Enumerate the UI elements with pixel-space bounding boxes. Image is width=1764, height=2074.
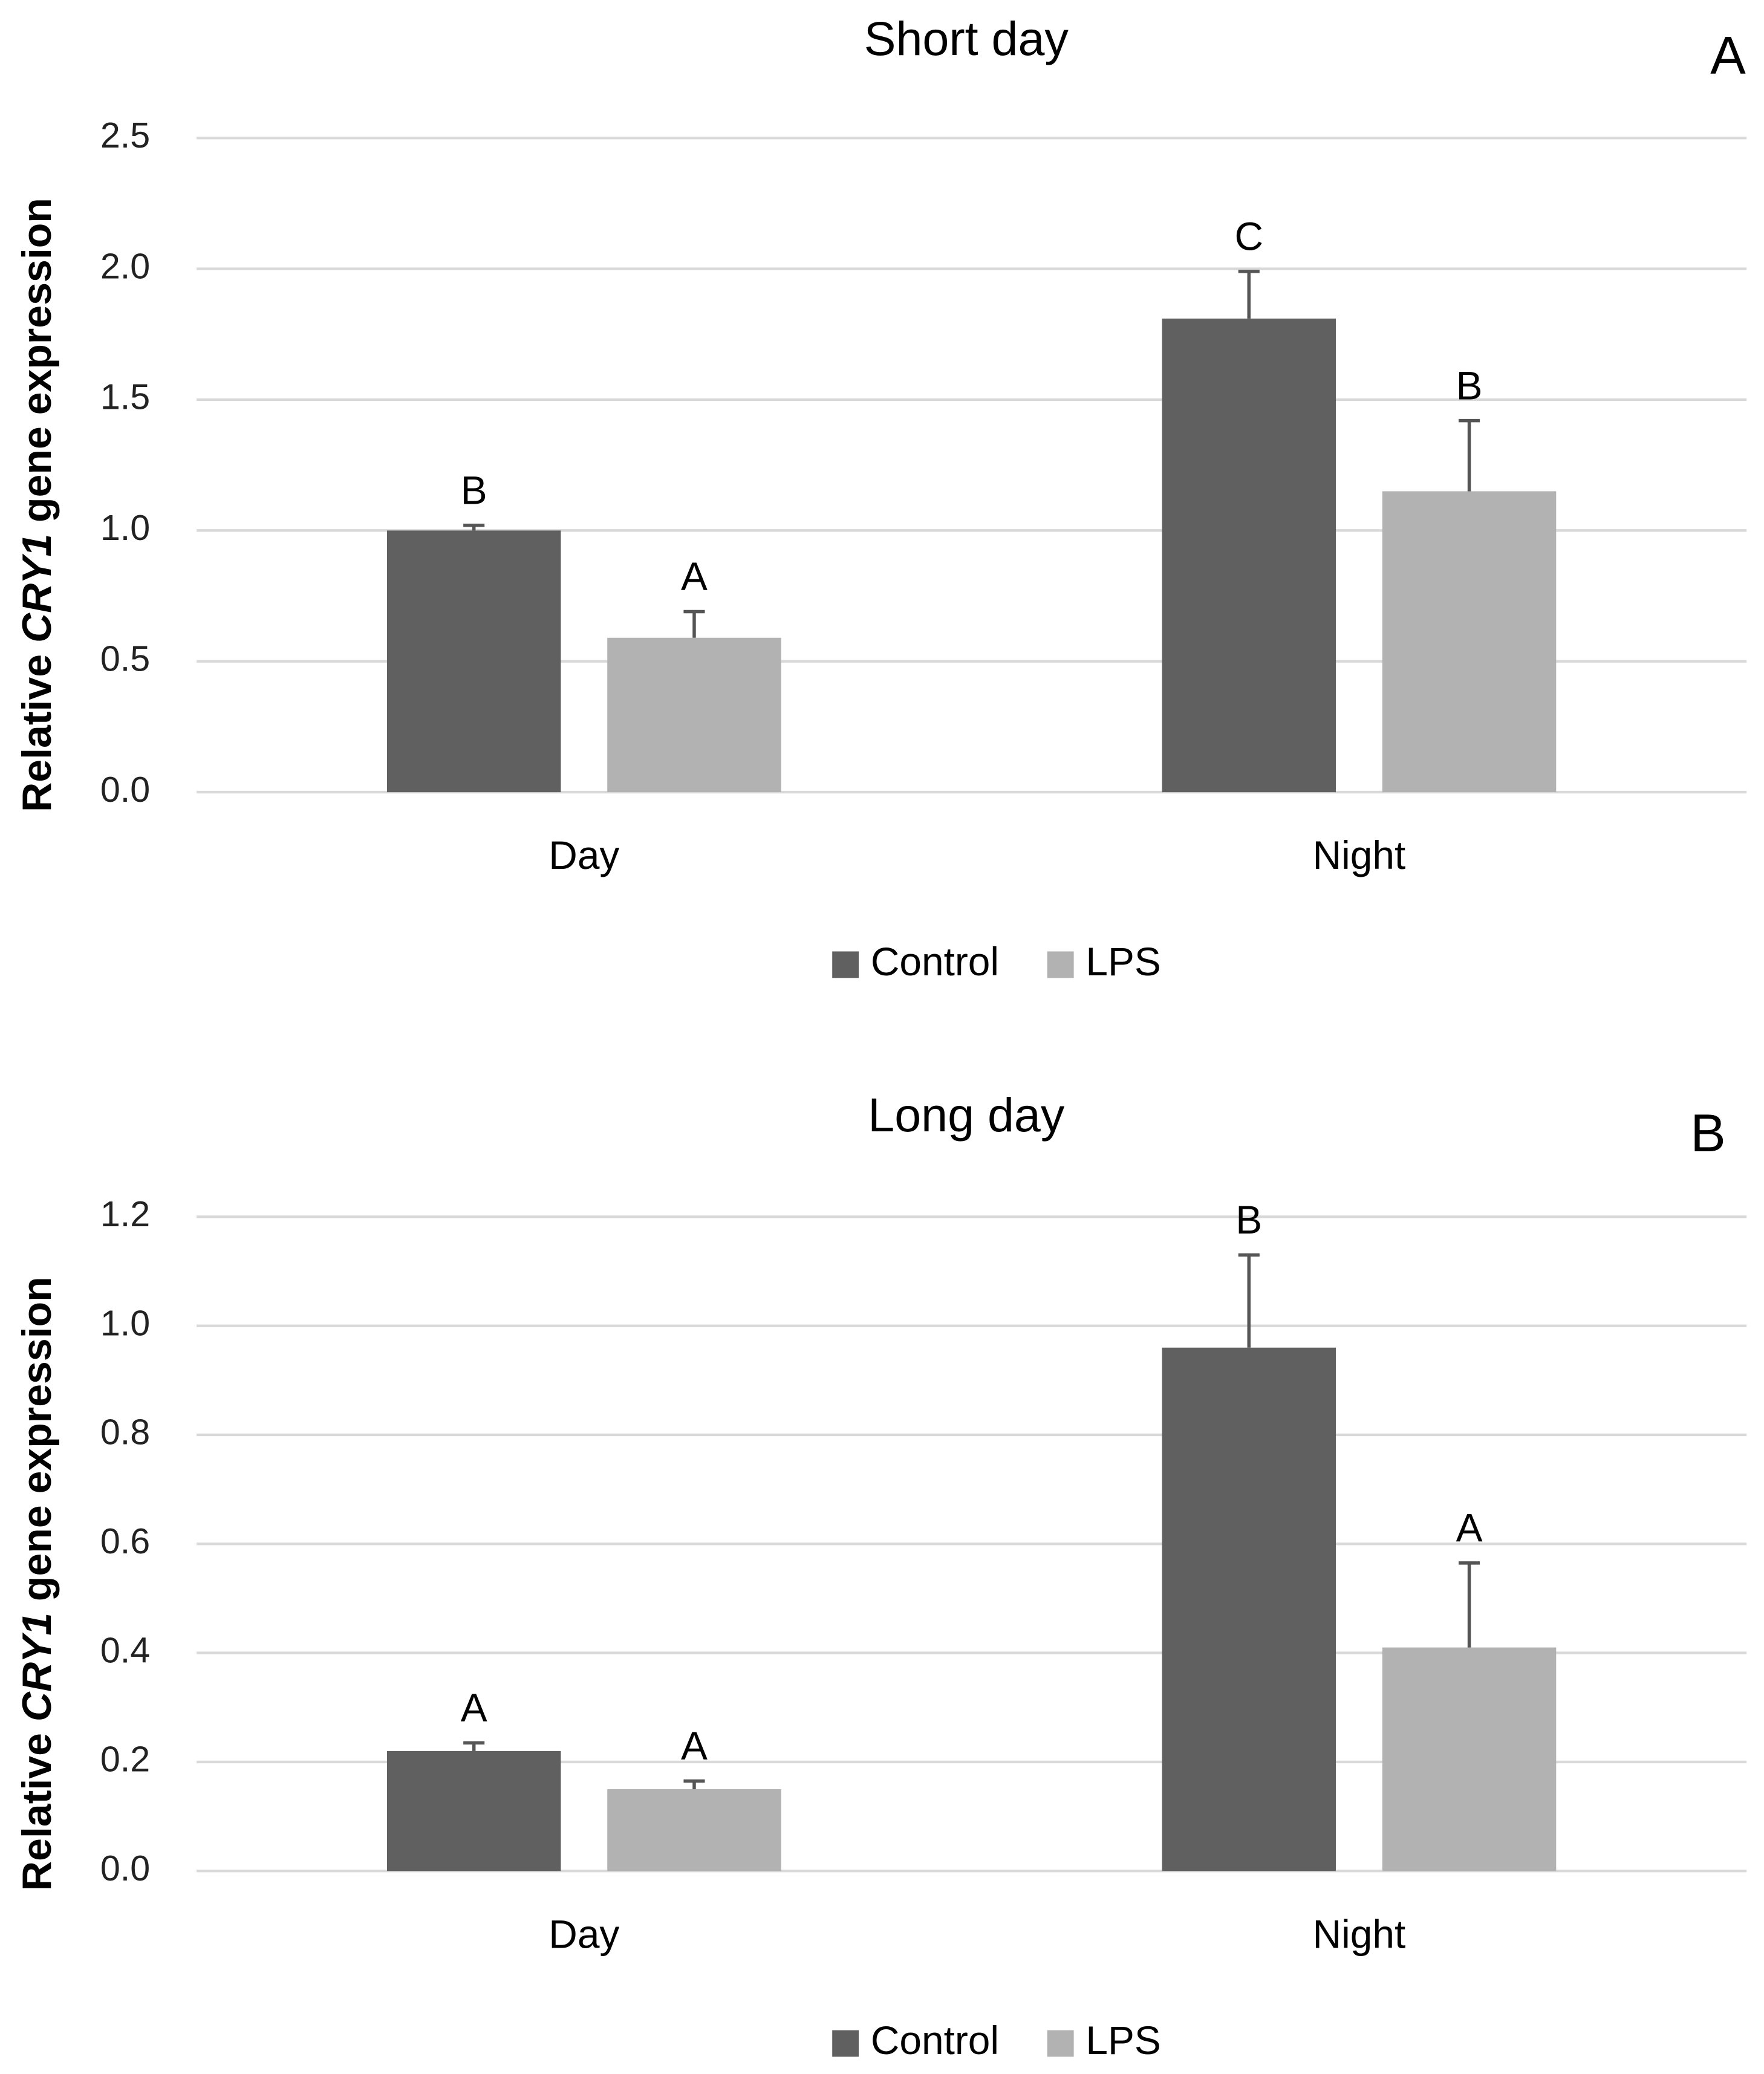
significance-letter: C — [1235, 214, 1264, 259]
error-bar — [1459, 418, 1480, 492]
y-axis-label-part: CRY1 — [14, 1613, 60, 1721]
y-axis-label-part: Relative — [14, 1721, 60, 1891]
legend-label: LPS — [1085, 939, 1160, 984]
bar — [1382, 491, 1557, 793]
y-tick-label: 0.2 — [100, 1739, 150, 1780]
y-tick-label: 2.5 — [100, 115, 150, 155]
y-tick-label: 1.5 — [100, 377, 150, 417]
y-tick-label: 0.4 — [100, 1630, 150, 1670]
y-tick-label: 1.2 — [100, 1194, 150, 1234]
y-tick-label: 2.0 — [100, 245, 150, 286]
y-tick-label: 1.0 — [100, 507, 150, 548]
y-tick-label: 0.8 — [100, 1412, 150, 1452]
y-axis-label-part: gene expression — [14, 1276, 60, 1613]
y-tick-label: 0.5 — [100, 638, 150, 678]
y-axis-label-part: Relative — [14, 643, 60, 812]
y-axis-label: Relative CRY1 gene expression — [14, 1276, 60, 1891]
y-tick-label: 1.0 — [100, 1302, 150, 1343]
error-bar — [683, 610, 705, 638]
significance-letter: A — [461, 1685, 487, 1730]
y-tick-label: 0.0 — [100, 769, 150, 810]
chart: Long day B Relative CRY1 gene expression 0.… — [14, 1088, 1747, 2063]
y-tick-label: 0.6 — [100, 1521, 150, 1561]
y-axis-label-part: CRY1 — [14, 534, 60, 643]
significance-letter: A — [1456, 1506, 1483, 1550]
significance-letter: A — [681, 1723, 708, 1768]
error-bar — [1238, 1253, 1260, 1348]
legend-swatch — [832, 2030, 859, 2057]
y-axis-label: Relative CRY1 gene expression — [14, 198, 60, 812]
chart: Short day A Relative CRY1 gene expression 0… — [14, 11, 1747, 984]
error-bar — [1459, 1561, 1480, 1648]
significance-letter: B — [1456, 363, 1483, 408]
legend-swatch — [1047, 2030, 1074, 2057]
y-tick-label: 0.0 — [100, 1848, 150, 1888]
legend-swatch — [1047, 951, 1074, 978]
significance-letter: B — [461, 467, 487, 512]
x-tick-label: Night — [1313, 833, 1406, 877]
bar — [1162, 1347, 1336, 1871]
panel-label: A — [1710, 26, 1746, 85]
bar — [1382, 1647, 1557, 1871]
x-tick-label: Day — [548, 833, 619, 877]
chart-title: Long day — [868, 1088, 1065, 1142]
significance-letter: B — [1235, 1197, 1262, 1242]
legend-swatch — [832, 951, 859, 978]
legend: Control LPS — [832, 939, 1161, 984]
bar — [1162, 318, 1336, 793]
x-tick-label: Day — [548, 1911, 619, 1956]
legend-label: LPS — [1085, 2018, 1160, 2063]
bar — [607, 637, 781, 793]
bar — [386, 1751, 561, 1871]
significance-letter: A — [681, 554, 708, 599]
error-bar — [1238, 270, 1260, 319]
chart-title: Short day — [864, 11, 1069, 65]
error-bar — [463, 1741, 485, 1751]
x-tick-label: Night — [1313, 1911, 1406, 1956]
bar — [386, 530, 561, 793]
error-bar — [683, 1779, 705, 1790]
legend-label: Control — [871, 939, 999, 984]
panel-label: B — [1690, 1104, 1726, 1163]
error-bar — [463, 523, 485, 531]
legend: Control LPS — [832, 2018, 1161, 2063]
legend-label: Control — [871, 2018, 999, 2063]
y-axis-label-part: gene expression — [14, 198, 60, 534]
bar — [607, 1789, 781, 1871]
